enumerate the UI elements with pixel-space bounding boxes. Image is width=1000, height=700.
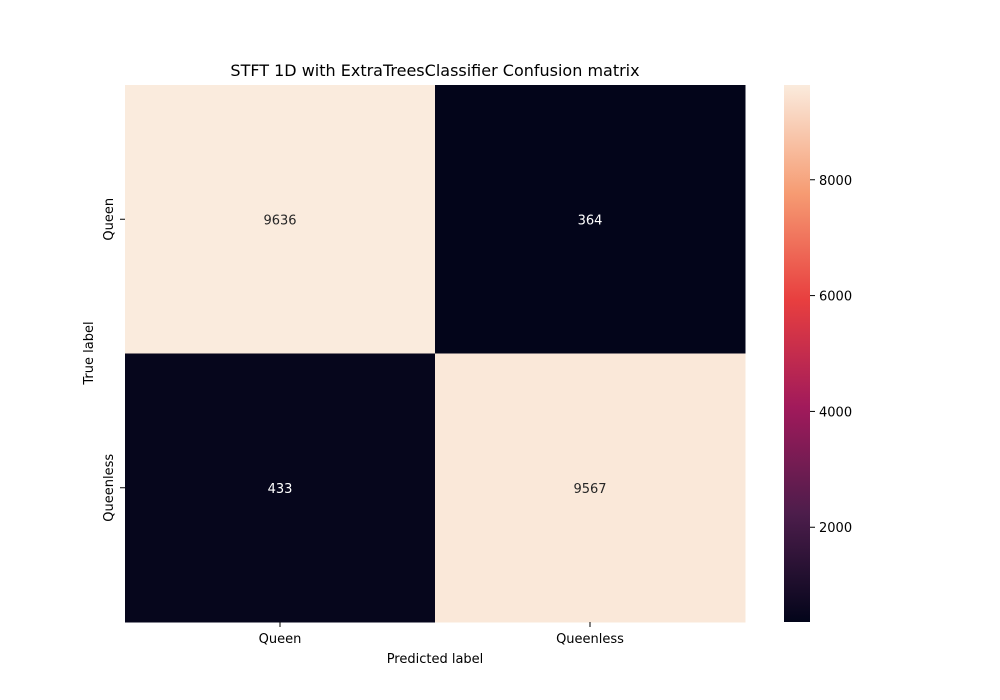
heatmap-cell [125,85,436,354]
cell-value-label: 9636 [263,213,296,228]
chart-title: STFT 1D with ExtraTreesClassifier Confus… [230,61,639,80]
heatmap-cell-labels: 9636 364 433 9567 [263,213,606,497]
y-tick-label: Queenless [102,454,117,522]
x-tick-label: Queenless [556,632,624,647]
x-axis: Queen Queenless [259,622,624,647]
x-tick-label: Queen [259,632,302,647]
y-axis: Queen Queenless [102,198,125,522]
heatmap-cells [125,85,746,623]
colorbar-ticks: 2000 4000 6000 8000 [810,174,852,536]
y-tick-label: Queen [102,198,117,241]
heatmap-cell [125,353,436,623]
cell-value-label: 433 [268,482,293,497]
colorbar [784,85,810,622]
colorbar-tick-label: 6000 [819,290,852,305]
colorbar-tick-label: 4000 [819,405,852,420]
cell-value-label: 364 [578,213,603,228]
x-axis-label: Predicted label [387,652,484,667]
colorbar-tick-label: 8000 [819,174,852,189]
colorbar-tick-label: 2000 [819,521,852,536]
cell-value-label: 9567 [573,482,606,497]
heatmap-cell [435,353,746,623]
heatmap-cell [435,85,746,354]
y-axis-label: True label [82,321,97,385]
